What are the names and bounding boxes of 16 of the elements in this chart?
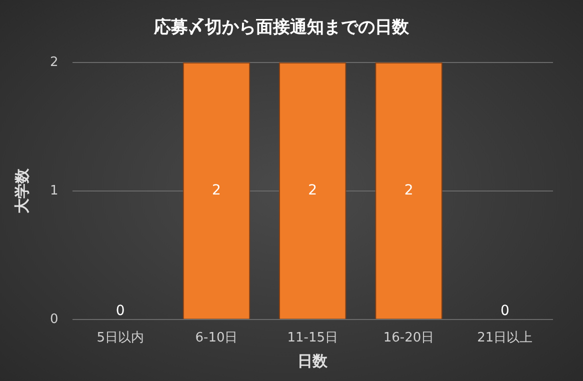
y-axis-title: 大学数 bbox=[12, 167, 31, 214]
x-tick-label: 16-20日 bbox=[383, 330, 434, 346]
data-label: 2 bbox=[308, 182, 318, 198]
x-tick-label: 11-15日 bbox=[287, 330, 338, 346]
y-tick-label: 2 bbox=[50, 54, 58, 70]
y-tick-label: 0 bbox=[50, 312, 58, 327]
data-label: 2 bbox=[212, 182, 221, 198]
x-tick-label: 6-10日 bbox=[195, 330, 238, 346]
x-axis-title: 日数 bbox=[298, 352, 329, 370]
data-label: 0 bbox=[116, 303, 125, 320]
data-label: 0 bbox=[500, 303, 510, 320]
chart-title: 応募〆切から面接通知までの日数 bbox=[153, 18, 410, 38]
y-tick-label: 1 bbox=[50, 183, 58, 198]
x-tick-label: 21日以上 bbox=[477, 330, 533, 346]
x-tick-label: 5日以内 bbox=[96, 330, 144, 346]
data-label: 2 bbox=[404, 182, 414, 198]
